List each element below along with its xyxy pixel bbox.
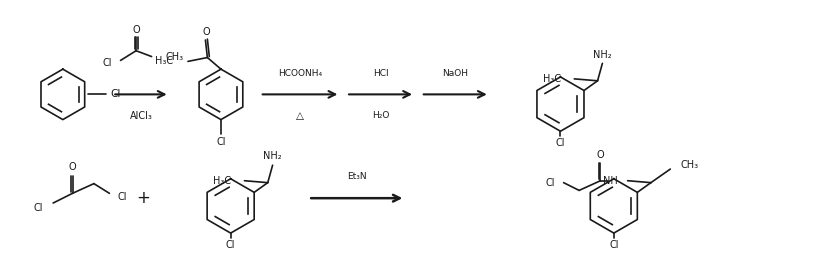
Text: O: O xyxy=(596,150,605,160)
Text: CH₃: CH₃ xyxy=(680,160,698,170)
Text: +: + xyxy=(136,189,151,207)
Text: O: O xyxy=(132,25,140,35)
Text: Et₃N: Et₃N xyxy=(347,172,366,181)
Text: Cl: Cl xyxy=(556,138,565,148)
Text: HCOONH₄: HCOONH₄ xyxy=(278,69,322,78)
Text: O: O xyxy=(203,27,210,37)
Text: NH₂: NH₂ xyxy=(263,152,282,162)
Text: AlCl₃: AlCl₃ xyxy=(130,111,152,121)
Text: Cl: Cl xyxy=(110,90,121,99)
Text: △: △ xyxy=(296,111,304,121)
Text: Cl: Cl xyxy=(216,137,226,147)
Text: O: O xyxy=(69,162,76,172)
Text: NH₂: NH₂ xyxy=(593,49,612,59)
Text: H₃C: H₃C xyxy=(155,56,174,66)
Text: Cl: Cl xyxy=(545,178,555,188)
Text: H₂O: H₂O xyxy=(372,111,390,120)
Text: HCl: HCl xyxy=(373,69,389,78)
Text: NH: NH xyxy=(603,176,618,186)
Text: CH₃: CH₃ xyxy=(165,51,184,61)
Text: Cl: Cl xyxy=(226,240,236,250)
Text: Cl: Cl xyxy=(103,58,112,68)
Text: Cl: Cl xyxy=(34,203,44,213)
Text: H₃C: H₃C xyxy=(543,74,561,84)
Text: Cl: Cl xyxy=(609,240,619,250)
Text: NaOH: NaOH xyxy=(442,69,468,78)
Text: Cl: Cl xyxy=(117,192,127,202)
Text: H₃C: H₃C xyxy=(213,176,231,186)
